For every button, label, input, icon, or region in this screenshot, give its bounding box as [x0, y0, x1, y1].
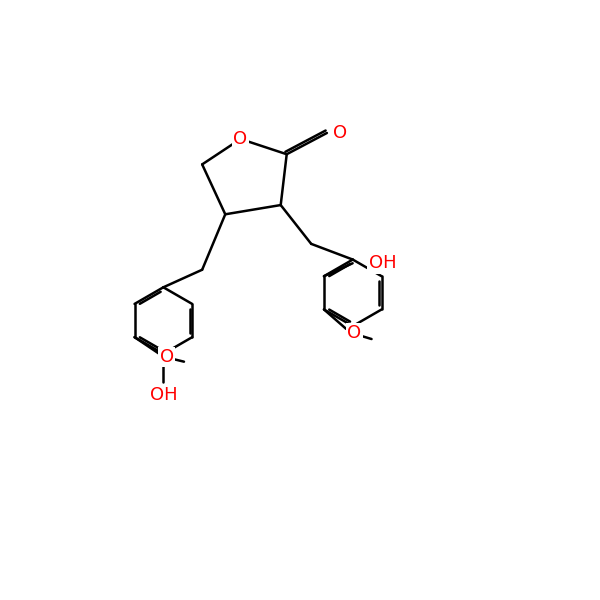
Text: O: O	[347, 325, 362, 343]
Text: OH: OH	[369, 254, 397, 272]
Text: O: O	[333, 124, 347, 142]
Text: O: O	[233, 130, 248, 148]
Text: OH: OH	[149, 386, 177, 404]
Text: O: O	[160, 348, 174, 366]
